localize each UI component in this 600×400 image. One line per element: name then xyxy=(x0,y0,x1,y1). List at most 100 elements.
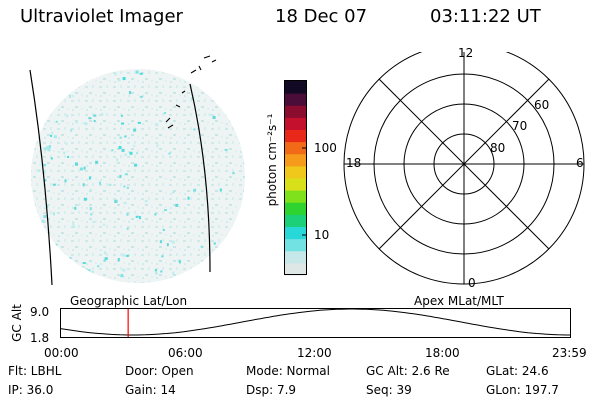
emission-speck xyxy=(154,269,157,272)
emission-speck xyxy=(123,185,126,188)
emission-speck xyxy=(120,274,124,278)
emission-speck xyxy=(115,199,118,202)
emission-speck xyxy=(126,227,129,230)
emission-speck xyxy=(240,207,243,210)
seq-info: Seq: 39 xyxy=(366,383,412,397)
emission-speck xyxy=(144,200,148,203)
mode-info: Mode: Normal xyxy=(246,364,330,378)
x-tick-label: 00:00 xyxy=(44,346,79,360)
emission-speck xyxy=(83,166,86,170)
emission-speck xyxy=(162,228,165,231)
emission-speck xyxy=(64,179,67,183)
emission-speck xyxy=(219,188,222,192)
emission-speck xyxy=(166,243,169,247)
emission-speck xyxy=(67,156,70,158)
emission-speck xyxy=(82,262,86,264)
emission-speck xyxy=(91,270,94,274)
emission-speck xyxy=(46,204,49,208)
emission-speck xyxy=(69,94,72,98)
emission-speck xyxy=(124,153,127,156)
emission-speck xyxy=(163,112,166,114)
emission-speck xyxy=(170,277,174,280)
colorbar-tick-label: 100 xyxy=(314,141,337,155)
emission-speck xyxy=(124,173,128,176)
emission-speck xyxy=(175,203,179,207)
emission-speck xyxy=(90,188,92,191)
emission-speck xyxy=(118,146,122,149)
coastline xyxy=(165,55,217,129)
colorbar-band xyxy=(285,165,306,179)
colorbar-unit-label: photon cm⁻²s⁻¹ xyxy=(265,113,279,207)
emission-speck xyxy=(160,270,163,273)
emission-speck xyxy=(70,128,73,132)
altitude-curve xyxy=(60,308,571,336)
emission-speck xyxy=(108,183,112,186)
colorbar-band xyxy=(285,129,306,143)
timeline-y-axis-label: GC Alt xyxy=(10,304,24,342)
emission-speck xyxy=(88,176,91,180)
emission-speck xyxy=(200,245,203,248)
colorbar-band xyxy=(285,178,306,191)
emission-speck xyxy=(156,144,159,148)
mlt-label-6: 6 xyxy=(576,156,584,170)
glon-info: GLon: 197.7 xyxy=(486,383,559,397)
emission-speck xyxy=(50,157,53,160)
longitude-line xyxy=(29,69,53,286)
colorbar-band xyxy=(285,238,306,252)
emission-speck xyxy=(187,196,190,200)
emission-speck xyxy=(126,186,129,189)
filter-info: Flt: LBHL xyxy=(8,364,62,378)
emission-speck xyxy=(41,219,45,223)
colorbar-band xyxy=(285,81,306,94)
emission-speck xyxy=(193,128,196,131)
colorbar-band xyxy=(285,190,306,203)
emission-speck xyxy=(43,170,46,174)
emission-speck xyxy=(129,151,133,155)
colorbar-band xyxy=(285,105,306,118)
timeline-y-tick: 9.0 xyxy=(30,305,50,319)
emission-speck xyxy=(135,70,139,74)
emission-speck xyxy=(136,152,138,155)
emission-speck xyxy=(155,271,158,275)
date-label: 18 Dec 07 xyxy=(275,6,368,27)
emission-speck xyxy=(119,136,122,139)
colorbar-band xyxy=(285,262,306,276)
emission-speck xyxy=(79,167,83,171)
emission-speck xyxy=(69,257,72,259)
longitude-line xyxy=(189,83,211,273)
x-tick-label: 12:00 xyxy=(297,346,332,360)
earth-disc xyxy=(31,69,245,283)
lat-label-80: 80 xyxy=(490,141,506,155)
emission-speck xyxy=(114,72,117,76)
emission-speck xyxy=(44,179,47,182)
emission-speck xyxy=(81,265,85,268)
colorbar-band xyxy=(285,214,306,227)
emission-speck xyxy=(75,162,78,166)
colorbar xyxy=(284,80,307,276)
timeline-y-tick: 1.8 xyxy=(30,331,50,345)
emission-speck xyxy=(74,206,77,210)
emission-speck xyxy=(171,240,175,244)
emission-speck xyxy=(97,265,100,268)
emission-speck xyxy=(103,258,106,262)
emission-speck xyxy=(89,207,92,211)
emission-speck xyxy=(208,113,211,116)
emission-speck xyxy=(90,213,93,216)
lat-label-70: 70 xyxy=(512,119,528,133)
emission-speck xyxy=(43,147,47,151)
emission-speck xyxy=(137,121,141,124)
geographic-title: Geographic Lat/Lon xyxy=(70,294,188,308)
gain-info: Gain: 14 xyxy=(125,383,176,397)
emission-speck xyxy=(139,72,143,75)
emission-speck xyxy=(78,203,81,206)
emission-speck xyxy=(161,255,164,258)
emission-speck xyxy=(212,116,216,119)
emission-speck xyxy=(53,212,55,216)
emission-speck xyxy=(139,216,141,220)
emission-speck xyxy=(83,122,87,125)
emission-speck xyxy=(122,77,126,80)
emission-speck xyxy=(83,197,87,201)
emission-speck xyxy=(103,223,105,226)
glat-info: GLat: 24.6 xyxy=(486,364,549,378)
emission-speck xyxy=(125,254,129,257)
